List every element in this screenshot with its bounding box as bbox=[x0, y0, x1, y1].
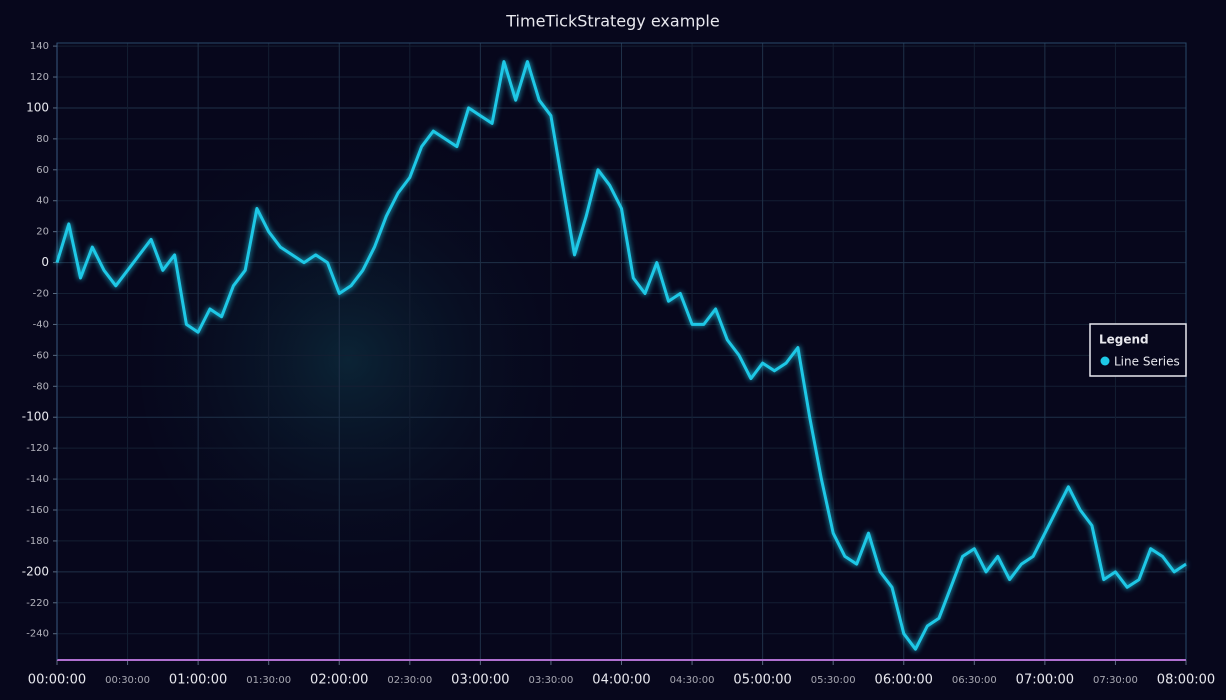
y-tick-label: -140 bbox=[26, 474, 49, 485]
y-tick-label: -60 bbox=[33, 350, 49, 361]
x-tick-label: 02:00:00 bbox=[310, 673, 368, 688]
y-tick-label: -220 bbox=[26, 598, 49, 609]
legend-title: Legend bbox=[1099, 333, 1149, 347]
x-tick-label: 01:00:00 bbox=[169, 673, 227, 688]
x-tick-label: 03:30:00 bbox=[528, 675, 573, 686]
x-tick-label: 07:00:00 bbox=[1016, 673, 1074, 688]
x-tick-label: 06:00:00 bbox=[875, 673, 933, 688]
line-series bbox=[55, 60, 1187, 651]
x-tick-label: 07:30:00 bbox=[1093, 675, 1138, 686]
y-tick-label: 120 bbox=[30, 72, 49, 83]
y-tick-label: -100 bbox=[22, 410, 49, 424]
y-tick-label: -180 bbox=[26, 536, 49, 547]
y-tick-label: 100 bbox=[26, 100, 49, 114]
x-tick-label: 02:30:00 bbox=[387, 675, 432, 686]
legend[interactable]: Legend Line Series bbox=[1089, 323, 1187, 377]
x-tick-label: 04:00:00 bbox=[592, 673, 650, 688]
y-tick-label: -40 bbox=[33, 319, 49, 330]
x-tick-label: 00:00:00 bbox=[28, 673, 86, 688]
x-tick-label: 03:00:00 bbox=[451, 673, 509, 688]
y-tick-label: -160 bbox=[26, 505, 49, 516]
background-glow bbox=[140, 100, 660, 620]
y-tick-label: -80 bbox=[33, 381, 49, 392]
y-tick-label: 0 bbox=[41, 255, 49, 269]
legend-box bbox=[1089, 323, 1187, 377]
y-tick-label: 140 bbox=[30, 41, 49, 52]
y-tick-label: -120 bbox=[26, 443, 49, 454]
y-tick-label: 80 bbox=[36, 134, 49, 145]
y-tick-label: 60 bbox=[36, 165, 49, 176]
x-tick-label: 06:30:00 bbox=[952, 675, 997, 686]
y-tick-label: -20 bbox=[33, 289, 49, 300]
y-tick-label: -200 bbox=[22, 564, 49, 578]
y-tick-label: -240 bbox=[26, 629, 49, 640]
x-tick-label: 01:30:00 bbox=[246, 675, 291, 686]
legend-label: Line Series bbox=[1114, 355, 1180, 369]
x-tick-label: 05:30:00 bbox=[811, 675, 856, 686]
y-tick-label: 40 bbox=[36, 196, 49, 207]
x-tick-label: 00:30:00 bbox=[105, 675, 150, 686]
legend-swatch bbox=[1100, 356, 1110, 366]
x-tick-label: 05:00:00 bbox=[733, 673, 791, 688]
x-tick-label: 08:00:00 bbox=[1157, 673, 1215, 688]
chart-title: TimeTickStrategy example bbox=[505, 12, 719, 31]
x-tick-label: 04:30:00 bbox=[670, 675, 715, 686]
y-tick-label: 20 bbox=[36, 227, 49, 238]
